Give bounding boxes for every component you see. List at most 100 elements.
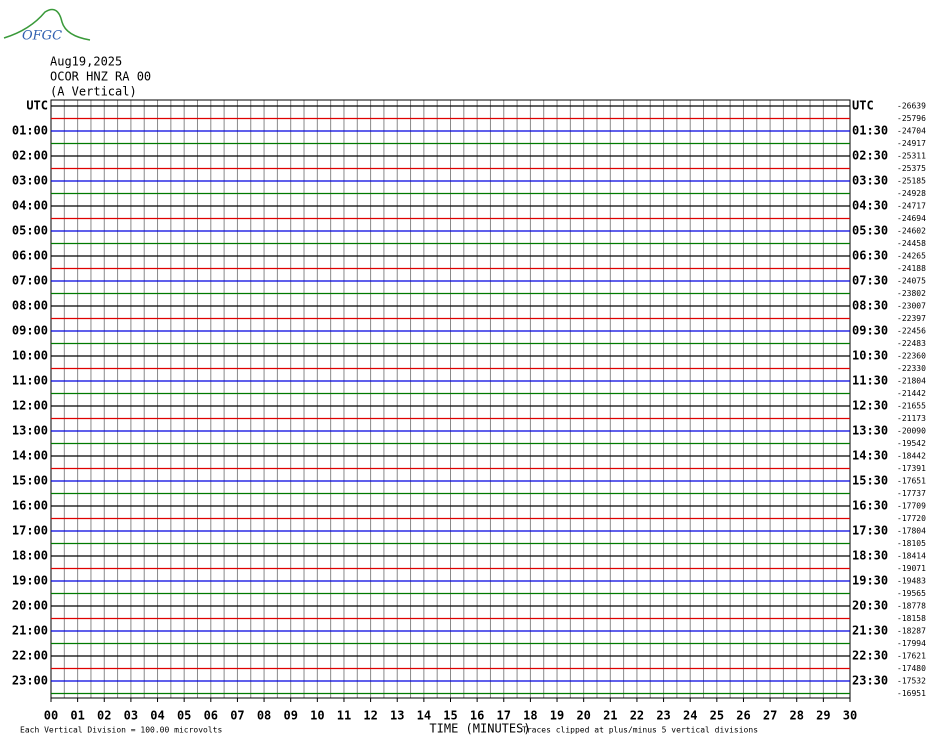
left-time-label: 04:00: [12, 199, 48, 213]
offset-label: -24265: [897, 252, 926, 261]
x-tick-label: 06: [204, 709, 218, 723]
right-time-label: 16:30: [852, 499, 888, 513]
right-time-label: 08:30: [852, 299, 888, 313]
right-time-label: 14:30: [852, 449, 888, 463]
offset-label: -22330: [897, 364, 926, 373]
x-tick-label: 30: [843, 709, 857, 723]
offset-label: -18158: [897, 614, 926, 623]
left-time-label: 21:00: [12, 624, 48, 638]
offset-label: -19565: [897, 589, 926, 598]
offset-label: -17720: [897, 514, 926, 523]
offset-label: -18414: [897, 552, 926, 561]
x-tick-label: 25: [710, 709, 724, 723]
x-tick-label: 22: [630, 709, 644, 723]
right-time-label: 13:30: [852, 424, 888, 438]
offset-label: -22456: [897, 327, 926, 336]
right-time-label: 17:30: [852, 524, 888, 538]
right-time-label: 21:30: [852, 624, 888, 638]
offset-label: -25796: [897, 114, 926, 123]
x-tick-label: 09: [283, 709, 297, 723]
date: Aug19,2025: [50, 55, 122, 69]
right-time-label: 18:30: [852, 549, 888, 563]
x-tick-label: 02: [97, 709, 111, 723]
right-time-label: 15:30: [852, 474, 888, 488]
offset-label: -23802: [897, 289, 926, 298]
note-left: Each Vertical Division = 100.00 microvol…: [20, 726, 222, 735]
left-time-label: 06:00: [12, 249, 48, 263]
right-time-label: 19:30: [852, 574, 888, 588]
offset-label: -21173: [897, 414, 926, 423]
x-axis-label: TIME (MINUTES): [429, 722, 530, 736]
x-tick-label: 21: [603, 709, 617, 723]
component: (A Vertical): [50, 85, 137, 99]
offset-label: -21655: [897, 402, 926, 411]
offset-label: -24928: [897, 189, 926, 198]
x-tick-label: 05: [177, 709, 191, 723]
offset-label: -17480: [897, 664, 926, 673]
left-time-label: 05:00: [12, 224, 48, 238]
left-time-label: 19:00: [12, 574, 48, 588]
x-tick-label: 29: [816, 709, 830, 723]
x-tick-label: 07: [230, 709, 244, 723]
note-right: Traces clipped at plus/minus 5 vertical …: [522, 726, 758, 735]
offset-label: -16951: [897, 689, 926, 698]
right-time-label: 12:30: [852, 399, 888, 413]
left-time-label: 16:00: [12, 499, 48, 513]
offset-label: -22360: [897, 352, 926, 361]
right-time-label: 22:30: [852, 649, 888, 663]
left-time-label: 13:00: [12, 424, 48, 438]
left-time-label: 08:00: [12, 299, 48, 313]
left-time-label: 09:00: [12, 324, 48, 338]
offset-label: -18778: [897, 602, 926, 611]
x-tick-label: 24: [683, 709, 697, 723]
right-time-label: 04:30: [852, 199, 888, 213]
offset-label: -19071: [897, 564, 926, 573]
x-tick-label: 26: [736, 709, 750, 723]
left-time-label: 02:00: [12, 149, 48, 163]
offset-label: -21442: [897, 389, 926, 398]
left-time-label: 17:00: [12, 524, 48, 538]
station: OCOR HNZ RA 00: [50, 70, 151, 84]
x-tick-label: 18: [523, 709, 537, 723]
offset-label: -22483: [897, 339, 926, 348]
right-time-label: 02:30: [852, 149, 888, 163]
x-tick-label: 17: [497, 709, 511, 723]
logo: OFGC: [22, 29, 62, 44]
x-tick-label: 01: [70, 709, 84, 723]
left-time-label: 22:00: [12, 649, 48, 663]
offset-label: -24188: [897, 264, 926, 273]
offset-label: -17621: [897, 652, 926, 661]
offset-label: -18105: [897, 539, 926, 548]
left-time-label: 14:00: [12, 449, 48, 463]
right-time-label: 06:30: [852, 249, 888, 263]
left-time-label: 10:00: [12, 349, 48, 363]
offset-label: -23007: [897, 302, 926, 311]
right-time-label: 05:30: [852, 224, 888, 238]
left-time-label: 11:00: [12, 374, 48, 388]
left-time-label: 12:00: [12, 399, 48, 413]
offset-label: -24458: [897, 239, 926, 248]
offset-label: -20090: [897, 427, 926, 436]
offset-label: -19483: [897, 577, 926, 586]
x-tick-label: 27: [763, 709, 777, 723]
x-tick-label: 14: [417, 709, 431, 723]
right-time-label: 03:30: [852, 174, 888, 188]
right-time-label: 23:30: [852, 674, 888, 688]
offset-label: -24075: [897, 277, 926, 286]
offset-label: -18287: [897, 627, 926, 636]
offset-label: -17532: [897, 677, 926, 686]
x-tick-label: 19: [550, 709, 564, 723]
offset-label: -17651: [897, 477, 926, 486]
right-time-label: 01:30: [852, 124, 888, 138]
x-tick-label: 11: [337, 709, 351, 723]
x-tick-label: 28: [790, 709, 804, 723]
left-time-label: 01:00: [12, 124, 48, 138]
offset-label: -17804: [897, 527, 926, 536]
right-time-label: 09:30: [852, 324, 888, 338]
right-time-label: UTC: [852, 99, 874, 113]
offset-label: -18442: [897, 452, 926, 461]
x-tick-label: 15: [443, 709, 457, 723]
offset-label: -25311: [897, 152, 926, 161]
offset-label: -21804: [897, 377, 926, 386]
